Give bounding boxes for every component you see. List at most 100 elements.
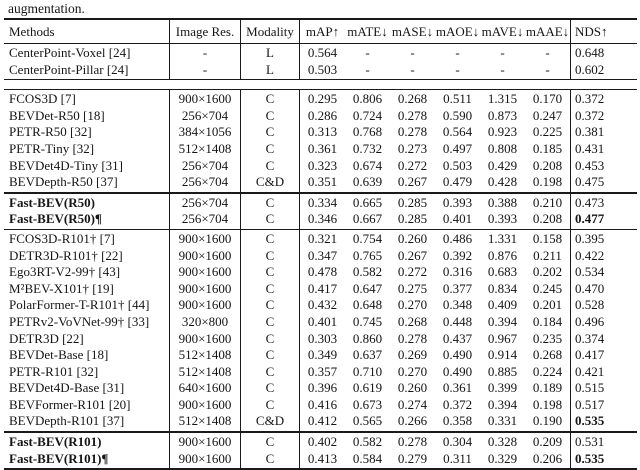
- metric-cell: 0.401: [442, 211, 473, 227]
- image-res-cell: 900×1600: [169, 432, 241, 451]
- results-table: Methods Image Res. Modality mAP↑ mATE↓ mASE↓ m…: [4, 18, 637, 470]
- metric-cell: 0.710: [352, 363, 383, 379]
- metric-cell: 0.683: [487, 264, 518, 280]
- image-res-cell: 900×1600: [169, 396, 241, 414]
- modality-cell: C: [240, 229, 300, 248]
- metric-cell: 0.409: [487, 297, 518, 313]
- method-cell: DETR3D-R101† [22]: [9, 247, 123, 263]
- metric-cell: 0.490: [442, 347, 473, 363]
- table-section-lidar-baselines: CenterPoint-Voxel [24] - L 0.564- - - - -0.648 C…: [4, 43, 637, 80]
- metric-cell: 0.313: [299, 124, 345, 141]
- metric-cell: -: [365, 45, 370, 60]
- modality-cell: C: [240, 313, 300, 331]
- metric-cell: 0.331: [487, 413, 518, 429]
- table-section-camera-small-backbone: FCOS3D [7] 900×1600 C 0.295 0.806 0.268 0.511 1…: [4, 89, 637, 193]
- metric-cell: 0.388: [487, 194, 518, 210]
- metric-cell: 0.564: [299, 43, 345, 62]
- metric-cell: 0.208: [532, 157, 563, 173]
- metric-cell: 0.286: [299, 107, 345, 125]
- metric-cell: 0.647: [352, 280, 383, 296]
- metric-cell: 0.394: [487, 313, 518, 329]
- modality-cell: C: [240, 347, 300, 364]
- method-cell: BEVDet4D-Base [31]: [9, 380, 125, 396]
- metric-cell: 0.416: [299, 396, 345, 414]
- metric-cell: 0.346: [299, 211, 345, 230]
- column-header: Image Res.: [169, 19, 241, 44]
- modality-cell: C: [240, 124, 300, 141]
- modality-cell: C: [240, 380, 300, 397]
- modality-cell: C: [240, 140, 300, 158]
- column-header: mAP↑: [299, 19, 345, 44]
- metric-cell: 0.323: [299, 157, 345, 175]
- table-section-fast-bev-r50: Fast-BEV(R50) 256×704 C 0.334 0.665 0.285 0.39…: [4, 192, 637, 230]
- column-header: mAVE↓: [481, 24, 524, 39]
- method-cell: FCOS3D [7]: [9, 91, 76, 107]
- table-row: CenterPoint-Pillar [24] - L 0.503- - - - -0.602: [4, 61, 637, 80]
- metric-cell: 0.349: [299, 347, 345, 364]
- table-row: PETR-R50 [32] 384×1056 C 0.313 0.768 0.278 0.5…: [4, 124, 637, 141]
- modality-cell: C: [240, 330, 300, 348]
- metric-cell: 0.667: [352, 211, 383, 227]
- metric-cell: 0.361: [442, 380, 473, 396]
- metric-cell: 0.185: [532, 140, 563, 156]
- image-res-cell: 256×704: [169, 157, 241, 175]
- nds-cell: 0.470: [570, 280, 637, 298]
- nds-cell: 0.381: [570, 124, 637, 141]
- metric-cell: 0.225: [532, 124, 563, 140]
- header-row: Methods Image Res. Modality mAP↑ mATE↓ mASE↓ m…: [4, 19, 637, 44]
- metric-cell: 0.648: [352, 297, 383, 313]
- table-row: FCOS3D-R101† [7] 900×1600 C 0.321 0.754 0.260…: [4, 229, 637, 248]
- table-section-fast-bev-r101: Fast-BEV(R101) 900×1600 C 0.402 0.582 0.278 0.…: [4, 432, 637, 470]
- metric-cell: 0.394: [487, 396, 518, 412]
- method-cell: Ego3RT-V2-99† [43]: [9, 264, 121, 280]
- metric-cell: 0.348: [442, 297, 473, 313]
- metric-cell: -: [410, 61, 415, 77]
- column-header: mASE↓: [391, 24, 434, 39]
- method-cell: PETR-R101 [32]: [9, 363, 99, 379]
- metric-cell: 0.806: [352, 91, 383, 107]
- metric-cell: 0.272: [397, 157, 428, 173]
- modality-cell: C: [240, 211, 300, 230]
- metric-cell: 0.361: [299, 140, 345, 158]
- metric-cell: 0.765: [352, 247, 383, 263]
- table-row: Fast-BEV(R101) 900×1600 C 0.402 0.582 0.278 0.…: [4, 432, 637, 451]
- image-res-cell: -: [169, 61, 241, 80]
- nds-cell: 0.372: [570, 107, 637, 125]
- method-cell: M²BEV-X101† [19]: [9, 280, 114, 296]
- metric-cell: 0.437: [442, 330, 473, 346]
- metric-cell: 0.582: [352, 434, 383, 450]
- metric-cell: 0.198: [532, 174, 563, 190]
- metric-cell: 0.478: [299, 264, 345, 281]
- metric-cell: 0.316: [442, 264, 473, 280]
- nds-cell: 0.515: [570, 380, 637, 397]
- metric-cell: 0.503: [442, 157, 473, 173]
- metric-cell: -: [410, 45, 415, 60]
- nds-cell: 0.648: [570, 43, 637, 62]
- metric-cell: 0.266: [397, 413, 428, 429]
- metric-cell: 0.278: [397, 124, 428, 140]
- image-res-cell: 256×704: [169, 192, 241, 212]
- metric-cell: 0.278: [397, 330, 428, 346]
- metric-cell: 0.377: [442, 280, 473, 296]
- method-cell: BEVDet4D-Tiny [31]: [9, 157, 123, 173]
- metric-cell: 0.412: [299, 413, 345, 433]
- nds-cell: 0.395: [570, 229, 637, 248]
- metric-cell: 0.590: [442, 107, 473, 123]
- modality-cell: C: [240, 157, 300, 175]
- metric-cell: 0.170: [532, 91, 563, 107]
- metric-cell: 0.402: [299, 432, 345, 451]
- image-res-cell: 900×1600: [169, 264, 241, 281]
- modality-cell: L: [240, 61, 300, 80]
- nds-cell: 0.475: [570, 174, 637, 193]
- image-res-cell: 256×704: [169, 107, 241, 125]
- metric-cell: 0.245: [532, 280, 563, 296]
- nds-cell: 0.453: [570, 157, 637, 175]
- table-row: PETR-R101 [32] 512×1408 C 0.357 0.710 0.270 0.…: [4, 363, 637, 381]
- image-res-cell: 512×1408: [169, 413, 241, 433]
- modality-cell: C: [240, 432, 300, 451]
- modality-cell: C: [240, 297, 300, 314]
- table-row: M²BEV-X101† [19] 900×1600 C 0.417 0.647 0.275…: [4, 280, 637, 298]
- method-cell: BEVDet-Base [18]: [9, 347, 109, 363]
- caption-text: augmentation.: [8, 1, 85, 16]
- metric-cell: 0.158: [532, 230, 563, 246]
